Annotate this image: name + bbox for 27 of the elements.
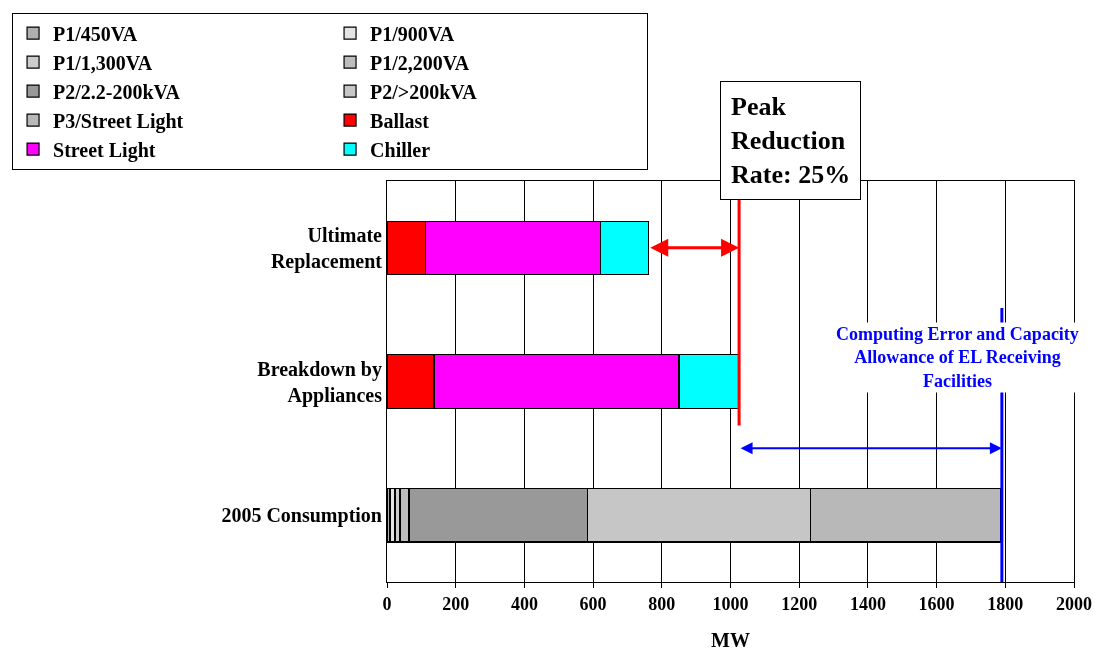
legend-label: P2/>200kVA <box>370 80 478 103</box>
annotation: Peak Reduction Rate: 25% <box>731 92 851 189</box>
legend-label: P3/Street Light <box>53 109 184 133</box>
x-tick-label: 400 <box>510 593 538 614</box>
legend-label: P1/2,200VA <box>370 51 470 74</box>
x-tick-label: 1800 <box>987 593 1024 614</box>
legend-label: P1/1,300VA <box>53 51 153 74</box>
annotation: Computing Error and Capacity Allowance of EL Receiving Facilities <box>836 324 1079 391</box>
legend-label: Chiller <box>370 138 431 161</box>
legend-label: Street Light <box>53 138 156 162</box>
x-tick-label: 2000 <box>1056 593 1092 614</box>
y-tick-label: 2005 Consumption <box>221 504 382 528</box>
y-tick-label: Breakdown by Appliances <box>257 357 383 407</box>
x-tick-label: 200 <box>442 593 470 614</box>
legend-label: P2/2.2-200kVA <box>53 80 181 103</box>
y-tick-label: Ultimate Replacement <box>270 223 383 273</box>
x-tick-label: 600 <box>579 593 607 614</box>
x-tick-label: 0 <box>382 593 392 614</box>
x-tick-label: 1000 <box>712 593 749 614</box>
x-tick-label: 1200 <box>781 593 818 614</box>
x-axis-title: MW <box>711 629 750 652</box>
legend-label: P1/450VA <box>53 22 138 45</box>
legend-label: P1/900VA <box>370 22 455 45</box>
x-tick-label: 1600 <box>918 593 955 614</box>
x-tick-label: 1400 <box>849 593 886 614</box>
x-tick-label: 800 <box>648 593 676 614</box>
legend-label: Ballast <box>370 109 430 132</box>
